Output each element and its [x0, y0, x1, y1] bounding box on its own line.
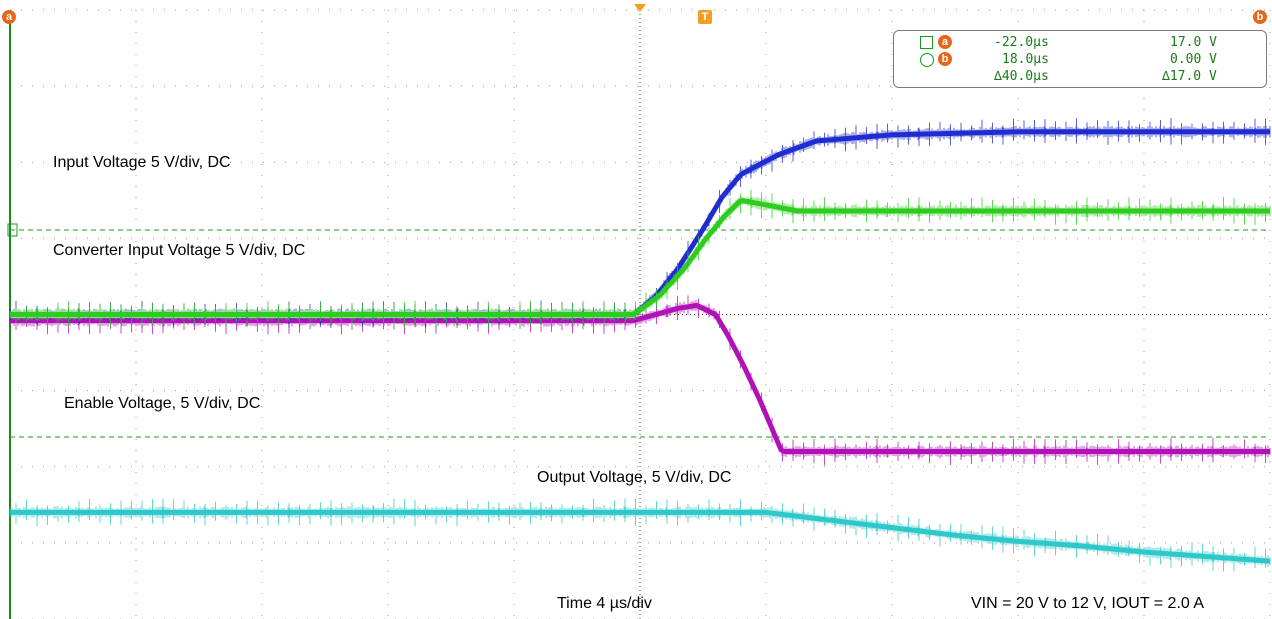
cursor-readout: a -22.0µs 17.0 V b 18.0µs 0.00 V ∆40.0µs…	[893, 30, 1267, 88]
trigger-position-icon	[634, 4, 646, 12]
cursor-delta-voltage: ∆17.0 V	[1162, 69, 1217, 84]
trace-output-voltage	[9, 498, 1271, 572]
trace-input-voltage	[9, 118, 1271, 329]
cursor-a-time: -22.0µs	[994, 35, 1049, 50]
time-base-label: Time 4 µs/div	[557, 595, 652, 612]
test-conditions-label: VIN = 20 V to 12 V, IOUT = 2.0 A	[971, 595, 1205, 612]
cursor-a-voltage: 17.0 V	[1170, 35, 1217, 50]
trigger-marker[interactable]: T	[698, 10, 712, 24]
cursor-a-badge: a	[938, 35, 952, 49]
trace-enable-voltage	[9, 295, 1271, 466]
cursor-b-time: 18.0µs	[1002, 52, 1049, 67]
trace-converter-input-voltage	[9, 189, 1271, 329]
traces	[9, 118, 1271, 572]
cursor-a-square-icon	[920, 36, 933, 49]
cursor-delta-time: ∆40.0µs	[994, 69, 1049, 84]
cursor-a-handle[interactable]	[7, 223, 18, 237]
cursor-b-voltage: 0.00 V	[1170, 52, 1217, 67]
cursor-lines	[7, 4, 1270, 438]
cursor-a-marker[interactable]: a	[2, 10, 16, 24]
output-voltage-label: Output Voltage, 5 V/div, DC	[537, 469, 732, 486]
trace-noise	[9, 118, 1271, 329]
cursor-b-marker[interactable]: b	[1253, 10, 1267, 24]
cursor-b-circle-icon	[920, 53, 934, 67]
input-voltage-label: Input Voltage 5 V/div, DC	[53, 154, 231, 171]
converter-input-voltage-label: Converter Input Voltage 5 V/div, DC	[53, 242, 306, 259]
enable-voltage-label: Enable Voltage, 5 V/div, DC	[64, 395, 261, 412]
trace-line	[10, 509, 1271, 564]
trace-line	[10, 303, 1270, 454]
trace-line	[10, 198, 1270, 317]
cursor-b-badge: b	[938, 52, 952, 66]
